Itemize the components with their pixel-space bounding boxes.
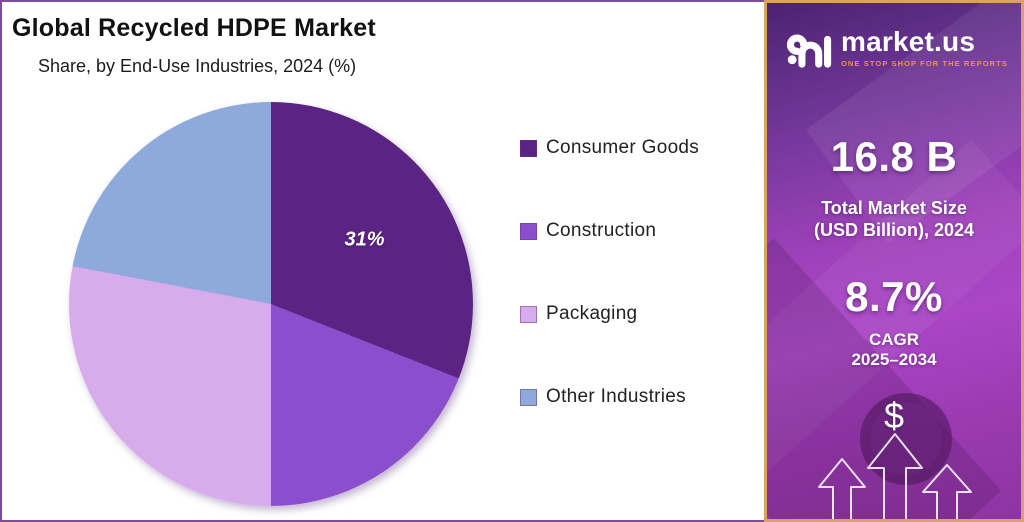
- cagr-value: 8.7%: [845, 273, 943, 320]
- legend-item-packaging: Packaging: [520, 303, 699, 325]
- upward-arrows-icon: [818, 433, 972, 519]
- cagr-label-line1: CAGR: [868, 330, 920, 349]
- legend-swatch-icon: [520, 139, 537, 157]
- brand-tagline: ONE STOP SHOP FOR THE REPORTS: [841, 59, 1008, 68]
- dollar-icon: $: [883, 395, 905, 436]
- page-subtitle: Share, by End-Use Industries, 2024 (%): [38, 56, 357, 76]
- market-size-value: 16.8 B: [830, 133, 958, 180]
- pie-chart: 31%: [69, 102, 473, 506]
- legend-item-other-industries: Other Industries: [520, 386, 699, 408]
- cagr-label-line2: 2025–2034: [851, 350, 937, 369]
- legend-item-construction: Construction: [520, 220, 699, 242]
- legend-swatch-icon: [520, 222, 537, 240]
- market-size-label: Total Market Size (USD Billion), 2024: [767, 197, 1021, 241]
- legend-label: Construction: [546, 220, 657, 241]
- legend-swatch-icon: [520, 388, 537, 406]
- market-size-label-line1: Total Market Size: [821, 198, 967, 218]
- legend-label: Other Industries: [546, 386, 686, 407]
- cagr-label: CAGR 2025–2034: [767, 330, 1021, 370]
- legend: Consumer Goods Construction Packaging Other…: [520, 137, 699, 408]
- market-size-label-line2: (USD Billion), 2024: [813, 220, 975, 240]
- legend-swatch-icon: [520, 305, 537, 323]
- chart-area: Global Recycled HDPE Market Share, by En…: [0, 0, 768, 522]
- brand-text-block: market.us ONE STOP SHOP FOR THE REPORTS: [841, 26, 1008, 69]
- page-title: Global Recycled HDPE Market: [12, 14, 376, 42]
- brand-logo: market.us ONE STOP SHOP FOR THE REPORTS: [786, 27, 1008, 73]
- brand-name: market.us: [841, 26, 976, 57]
- legend-item-consumer-goods: Consumer Goods: [520, 137, 699, 159]
- legend-label: Packaging: [546, 303, 638, 324]
- pie-slice-label: 31%: [344, 228, 385, 251]
- info-panel: market.us ONE STOP SHOP FOR THE REPORTS …: [764, 0, 1024, 522]
- legend-label: Consumer Goods: [546, 137, 700, 158]
- market-us-logo-mark-icon: [786, 34, 832, 68]
